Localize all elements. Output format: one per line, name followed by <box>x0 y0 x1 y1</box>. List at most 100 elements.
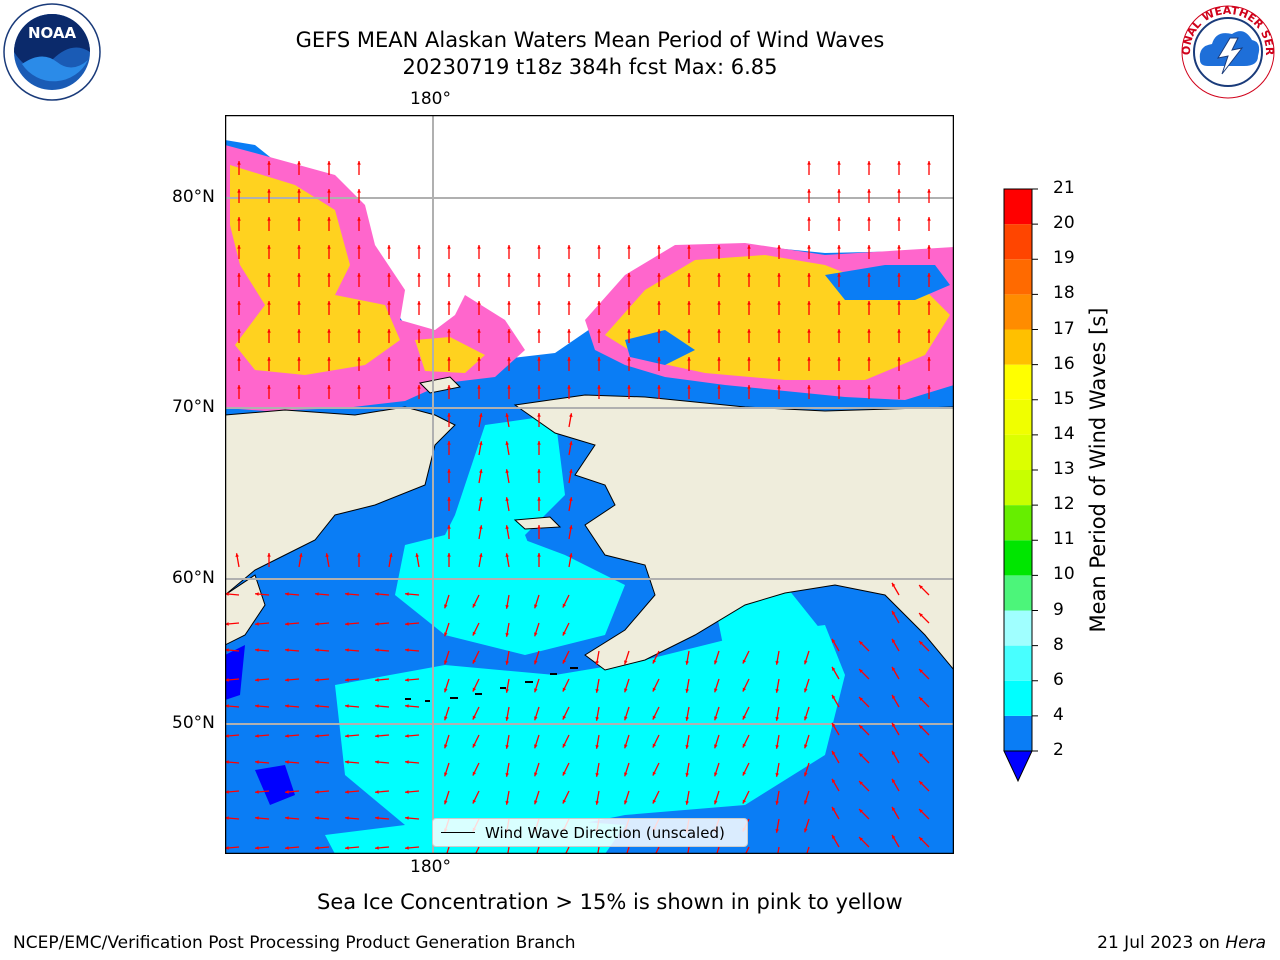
wind-wave-arrowhead <box>927 357 931 361</box>
wind-wave-arrowhead <box>867 357 871 361</box>
wind-wave-arrowhead <box>389 553 393 558</box>
wind-wave-arrowhead <box>357 217 361 221</box>
wind-wave-arrowhead <box>685 660 689 665</box>
wind-wave-arrowhead <box>327 217 331 221</box>
wind-wave-arrowhead <box>375 760 379 764</box>
land-siberia <box>225 406 456 596</box>
wind-wave-arrowhead <box>627 385 631 389</box>
wind-wave-arrowhead <box>447 245 451 249</box>
wind-wave-arrowhead <box>299 553 303 558</box>
wind-wave-arrowhead <box>714 660 718 665</box>
wind-wave-arrowhead <box>479 469 483 474</box>
wind-wave-arrowhead <box>595 744 599 749</box>
wind-wave-arrowhead <box>537 525 541 529</box>
colorbar-band-10-11 <box>1004 540 1032 576</box>
wind-wave-arrowhead <box>327 273 331 277</box>
wind-wave-arrowhead <box>919 725 923 729</box>
lon-label-bottom: 180° <box>410 857 451 877</box>
lon-label-top: 180° <box>410 89 451 109</box>
wind-wave-arrowhead <box>569 413 573 418</box>
colorbar-tick-label: 20 <box>1053 213 1075 234</box>
colorbar-tick-label: 6 <box>1053 669 1064 690</box>
wind-wave-arrowhead <box>255 704 259 708</box>
wind-wave-arrowhead <box>505 553 509 558</box>
wind-wave-arrowhead <box>837 301 841 305</box>
wind-wave-arrowhead <box>297 161 301 165</box>
wind-wave-arrowhead <box>747 245 751 249</box>
wind-wave-arrowhead <box>297 301 301 305</box>
wind-wave-arrowhead <box>562 631 567 636</box>
wind-wave-arrowhead <box>569 441 573 446</box>
sea-ice-note: Sea Ice Concentration > 15% is shown in … <box>317 890 903 914</box>
wind-wave-arrowhead <box>927 329 931 333</box>
wind-wave-arrowhead <box>775 688 779 693</box>
wind-wave-arrowhead <box>714 744 718 749</box>
wind-wave-arrowhead <box>742 771 747 776</box>
wind-wave-arrowhead <box>897 385 901 389</box>
wind-wave-arrowhead <box>405 846 409 850</box>
wind-wave-arrowhead <box>567 273 571 277</box>
wind-wave-arrowhead <box>537 497 541 501</box>
wind-wave-arrowhead <box>479 413 483 418</box>
wind-wave-arrowhead <box>507 301 511 305</box>
wind-wave-arrowhead <box>285 622 289 626</box>
wind-wave-arrowhead <box>375 648 379 652</box>
wind-wave-arrowhead <box>687 301 691 305</box>
wind-wave-arrowhead <box>569 497 573 502</box>
wind-wave-arrowhead <box>479 553 483 558</box>
wind-wave-arrowhead <box>859 641 863 645</box>
wind-wave-arrowhead <box>237 245 241 249</box>
wind-wave-arrowhead <box>685 744 689 749</box>
wind-wave-arrowhead <box>477 357 481 361</box>
wind-wave-arrowhead <box>652 687 657 692</box>
wind-wave-arrowhead <box>315 592 319 596</box>
colorbar-tick-label: 13 <box>1053 459 1075 479</box>
wind-wave-arrowhead <box>375 592 379 596</box>
colorbar-tick-label: 16 <box>1053 353 1075 374</box>
wind-wave-arrowhead <box>255 678 259 682</box>
wind-wave-arrowhead <box>285 846 289 850</box>
wind-wave-arrowhead <box>357 161 361 165</box>
wind-wave-arrowhead <box>267 357 271 361</box>
wind-wave-arrowhead <box>345 760 349 764</box>
wind-wave-arrowhead <box>567 385 571 389</box>
sea-ice-west-yellow <box>230 165 400 375</box>
wind-wave-arrowhead <box>859 809 863 813</box>
colorbar-band-4-6 <box>1004 680 1032 716</box>
wind-wave-arrowhead <box>717 301 721 305</box>
wind-wave-arrowhead <box>685 772 689 777</box>
wind-wave-arrowhead <box>537 441 541 445</box>
wind-wave-arrowhead <box>807 357 811 361</box>
wind-wave-arrowhead <box>405 648 409 652</box>
wind-wave-arrowhead <box>255 846 259 850</box>
colorbar-band-18-19 <box>1004 259 1032 295</box>
wind-wave-arrowhead <box>237 217 241 221</box>
wind-wave-arrowhead <box>685 716 689 721</box>
wind-wave-arrowhead <box>267 245 271 249</box>
map-frame <box>225 115 954 854</box>
legend-line-swatch <box>441 832 475 833</box>
wind-wave-arrowhead <box>562 715 567 720</box>
wind-wave-arrowhead <box>775 660 779 665</box>
wind-wave-arrowhead <box>297 217 301 221</box>
wind-wave-arrowhead <box>567 245 571 249</box>
wind-wave-arrowhead <box>479 525 483 530</box>
wind-wave-arrowhead <box>897 301 901 305</box>
wind-wave-arrowhead <box>237 357 241 361</box>
wind-wave-arrowhead <box>927 189 931 193</box>
wind-wave-arrowhead <box>472 631 477 636</box>
wind-wave-arrowhead <box>832 806 836 811</box>
wind-wave-arrowhead <box>777 385 781 389</box>
wind-wave-arrowhead <box>562 799 567 804</box>
wind-wave-arrowhead <box>534 744 538 749</box>
wind-wave-arrowhead <box>807 217 811 221</box>
wind-wave-arrowhead <box>534 800 538 805</box>
wind-wave-arrowhead <box>444 632 448 637</box>
wind-wave-arrowhead <box>837 273 841 277</box>
wind-wave-arrowhead <box>415 553 419 558</box>
wind-wave-arrowhead <box>375 734 379 738</box>
wind-wave-arrowhead <box>807 329 811 333</box>
footer-machine: Hera <box>1225 933 1266 953</box>
wind-wave-arrowhead <box>505 632 509 637</box>
wind-wave-arrowhead <box>327 385 331 389</box>
